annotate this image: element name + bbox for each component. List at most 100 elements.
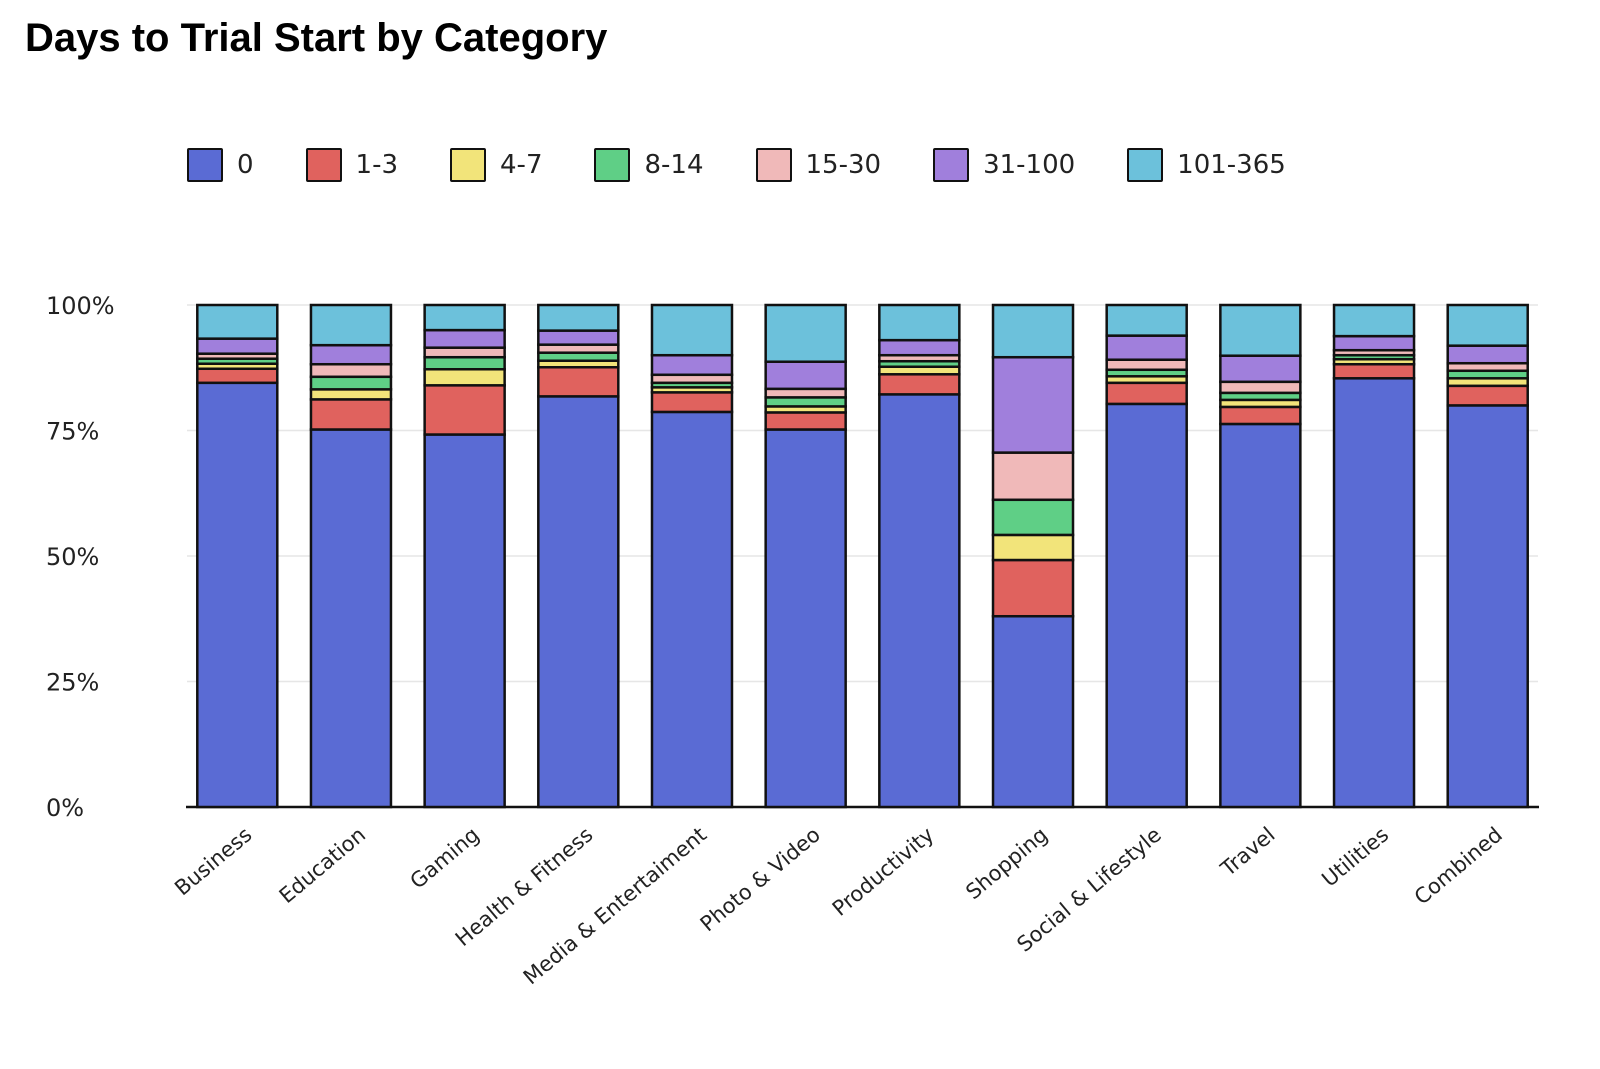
bar-segment: [1446, 404, 1529, 809]
legend-swatch: [305, 148, 342, 182]
chart-title: Days to Trial Start by Category: [25, 16, 608, 60]
legend-swatch: [450, 148, 487, 182]
legend-label: 15-30: [805, 150, 882, 180]
bar-segment: [537, 303, 620, 332]
bar-segment: [537, 395, 620, 809]
bar-segment: [1105, 381, 1188, 406]
bar-segment: [309, 428, 393, 809]
bar-segment: [764, 396, 847, 408]
bar-segment: [764, 387, 847, 399]
y-tick-label: 25%: [46, 669, 99, 697]
legend-label: 8-14: [644, 150, 704, 180]
bar-segment: [1219, 354, 1302, 384]
bar-segment: [650, 303, 734, 357]
bar-segment: [764, 303, 847, 363]
x-tick-label: Productivity: [828, 822, 939, 920]
x-tick-label: Travel: [1216, 822, 1280, 881]
legend-item: 4-7: [450, 148, 542, 182]
bar-segment: [196, 381, 279, 809]
bar-segment: [1332, 334, 1416, 352]
bar-segment: [1105, 402, 1188, 809]
bar-segment: [423, 433, 506, 809]
legend-item: 101-365: [1127, 148, 1286, 182]
bar-segment: [196, 367, 279, 385]
bar-segment: [1446, 384, 1529, 407]
bar-segment: [991, 498, 1075, 537]
bar-segment: [309, 398, 393, 431]
bar-segment: [991, 451, 1075, 502]
legend-label: 0: [237, 150, 254, 180]
y-tick-label: 75%: [46, 418, 99, 446]
legend-label: 4-7: [500, 150, 543, 180]
bar-segment: [309, 303, 393, 347]
bar-segment: [991, 355, 1075, 454]
x-tick-label: Combined: [1410, 822, 1507, 909]
bar-segment: [878, 393, 961, 809]
bar-segment: [1332, 303, 1416, 338]
legend-label: 31-100: [983, 150, 1076, 180]
x-tick-label: Utilities: [1317, 822, 1393, 891]
bar-segment: [1446, 344, 1529, 365]
x-tick-label: Shopping: [961, 822, 1052, 904]
bar-segment: [1105, 303, 1188, 337]
bar-segment: [650, 391, 734, 414]
bar-segment: [1446, 303, 1529, 347]
bar-segment: [309, 388, 393, 401]
legend-label: 1-3: [355, 150, 399, 180]
bar-segment: [650, 353, 734, 377]
bar-segment: [1219, 303, 1302, 357]
legend-item: 1-3: [305, 148, 399, 182]
legend-swatch: [187, 148, 223, 182]
legend-swatch: [755, 148, 792, 182]
bar-segment: [650, 410, 734, 809]
legend-item: 8-14: [594, 148, 704, 182]
bar-segment: [1332, 362, 1416, 380]
legend-item: 31-100: [933, 148, 1075, 182]
bar-segment: [1105, 334, 1188, 361]
bar-segment: [423, 346, 506, 359]
bar-segment: [991, 558, 1075, 618]
bar-segment: [1332, 377, 1416, 809]
bar-segment: [991, 303, 1075, 359]
bar-segment: [878, 303, 961, 342]
x-tick-label: Photo & Video: [696, 822, 825, 936]
bar-segment: [1105, 358, 1188, 372]
bar-segment: [309, 362, 393, 379]
bar-segment: [309, 343, 393, 366]
bar-segment: [423, 355, 506, 371]
bar-segment: [1219, 422, 1302, 809]
bar-segment: [537, 365, 620, 398]
bar-segment: [423, 303, 506, 332]
bar-segment: [309, 375, 393, 391]
bar-segment: [991, 533, 1075, 562]
legend-label: 101-365: [1177, 150, 1286, 180]
legend: 0 1-3 4-7 8-14 15-30 31-100 101-365: [187, 148, 1338, 182]
y-tick-label: 50%: [46, 543, 99, 571]
bar-segment: [423, 384, 506, 436]
bar-segment: [764, 411, 847, 431]
bar-segment: [1219, 380, 1302, 395]
x-tick-label: Gaming: [406, 822, 484, 893]
bar-segment: [423, 328, 506, 349]
bar-segment: [764, 360, 847, 391]
bar-segment: [764, 428, 847, 809]
legend-item: 15-30: [755, 148, 882, 182]
y-tick-label: 100%: [46, 292, 115, 320]
bar-segment: [537, 329, 620, 346]
bar-segment: [991, 614, 1075, 809]
x-tick-label: Media & Entertaiment: [519, 822, 711, 989]
bar-segment: [196, 303, 279, 340]
legend-swatch: [1127, 148, 1164, 182]
bar-segment: [1219, 405, 1302, 426]
legend-item: 0: [187, 148, 254, 182]
y-tick-label: 0%: [46, 794, 84, 822]
x-tick-label: Education: [275, 822, 371, 908]
legend-swatch: [594, 148, 631, 182]
bar-segment: [423, 368, 506, 387]
bar-segment: [878, 338, 961, 357]
legend-swatch: [933, 148, 970, 182]
bar-segment: [878, 373, 961, 396]
x-tick-label: Business: [170, 822, 256, 900]
bar-segment: [196, 337, 279, 355]
